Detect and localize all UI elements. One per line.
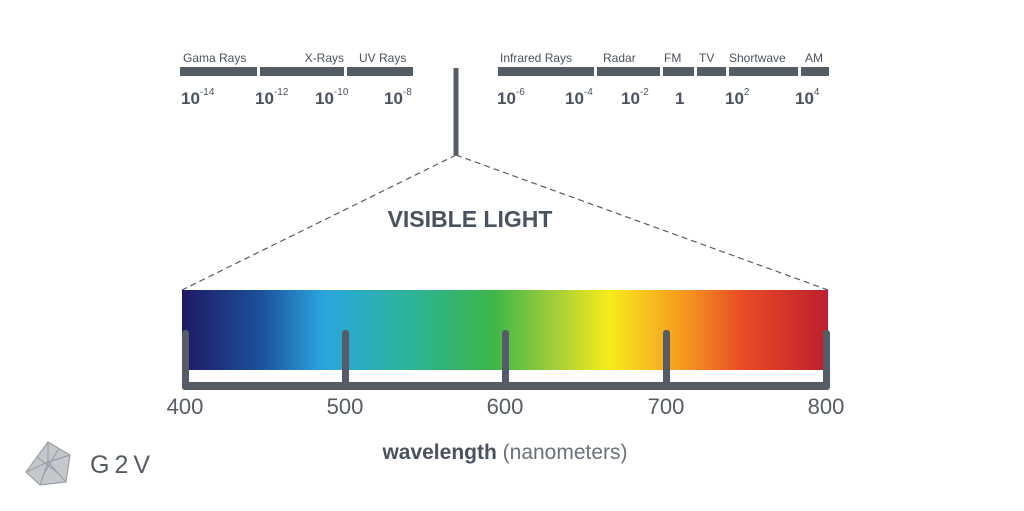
band-label: X-Rays bbox=[305, 51, 344, 65]
axis-label: wavelength (nanometers) bbox=[381, 441, 627, 464]
band-label: FM bbox=[664, 51, 681, 65]
scale-base: 10 bbox=[565, 89, 584, 108]
band-label: AM bbox=[805, 51, 823, 65]
scale-base: 10 bbox=[795, 89, 814, 108]
band-label: Shortwave bbox=[729, 51, 786, 65]
tick-label: 500 bbox=[327, 394, 364, 419]
band-label: TV bbox=[699, 51, 714, 65]
scale-exp: -14 bbox=[200, 87, 215, 98]
band-label: Gama Rays bbox=[183, 51, 246, 65]
dashed-line bbox=[455, 154, 829, 291]
tick-label: 700 bbox=[648, 394, 685, 419]
scale-base: 10 bbox=[255, 89, 274, 108]
axis-label-main: wavelength bbox=[381, 441, 496, 464]
band-label: UV Rays bbox=[359, 51, 406, 65]
logo: G2V bbox=[25, 441, 155, 486]
scale-label: 10-4 bbox=[565, 87, 593, 108]
tick-label: 400 bbox=[167, 394, 204, 419]
scale-base: 10 bbox=[384, 89, 403, 108]
scale-label: 104 bbox=[795, 87, 820, 108]
scale-label: 102 bbox=[725, 87, 750, 108]
scale-label: 10-6 bbox=[497, 87, 525, 108]
scale-exp: -2 bbox=[640, 87, 649, 98]
scale-label: 10-2 bbox=[621, 87, 649, 108]
tick-labels: 400 500 600 700 800 bbox=[167, 394, 845, 419]
scale-exp: -8 bbox=[403, 87, 412, 98]
scale-label: 10-8 bbox=[384, 87, 412, 108]
scale-exp: -10 bbox=[334, 87, 349, 98]
logo-icon bbox=[25, 441, 71, 486]
scale-base: 10 bbox=[181, 89, 200, 108]
band-label: Infrared Rays bbox=[500, 51, 572, 65]
scale-exp: -12 bbox=[274, 87, 289, 98]
axis-label-unit: (nanometers) bbox=[503, 441, 628, 464]
visible-title: VISIBLE LIGHT bbox=[388, 206, 553, 232]
scale-base: 10 bbox=[315, 89, 334, 108]
band-bars bbox=[180, 67, 829, 76]
scale-base: 10 bbox=[725, 89, 744, 108]
scale-label: 10-12 bbox=[255, 87, 289, 108]
logo-text: G2V bbox=[90, 451, 155, 479]
scale-label: 10-14 bbox=[181, 87, 215, 108]
ruler bbox=[182, 330, 830, 390]
dashed-line bbox=[181, 154, 457, 291]
scale-label: 10-10 bbox=[315, 87, 349, 108]
scale-exp: 4 bbox=[814, 87, 820, 98]
scale-exp: 2 bbox=[744, 87, 750, 98]
scale-label: 1 bbox=[675, 89, 684, 108]
scale-base: 10 bbox=[497, 89, 516, 108]
band-label: Radar bbox=[603, 51, 636, 65]
scale-base: 10 bbox=[621, 89, 640, 108]
band-labels: Gama Rays X-Rays UV Rays Infrared Rays R… bbox=[183, 51, 823, 65]
scale-base: 1 bbox=[675, 89, 684, 108]
tick-label: 600 bbox=[487, 394, 524, 419]
scale-exp: -4 bbox=[584, 87, 593, 98]
tick-label: 800 bbox=[808, 394, 845, 419]
scale-labels: 10-14 10-12 10-10 10-8 10-6 10-4 10-2 1 102 104 bbox=[181, 87, 820, 108]
scale-exp: -6 bbox=[516, 87, 525, 98]
